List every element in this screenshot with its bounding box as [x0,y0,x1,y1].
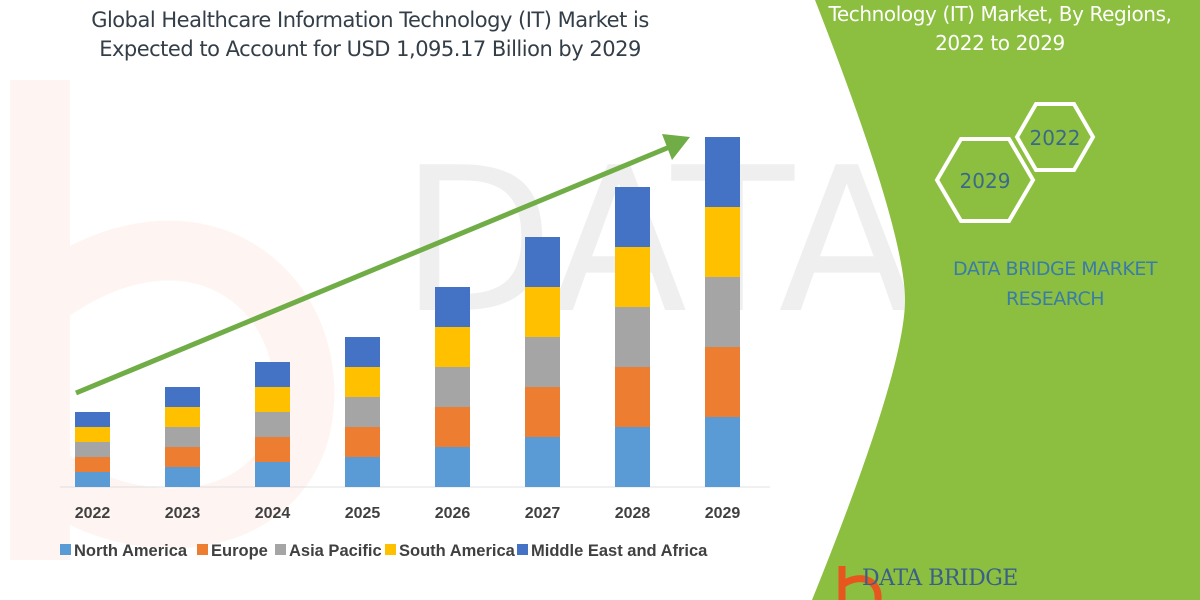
legend-swatch [385,544,396,555]
bar-segment-2023-asia-pacific [165,427,200,447]
hexagon-2029-label: 2029 [960,169,1011,193]
bar-segment-2028-europe [615,367,650,427]
bar-segment-2024-europe [255,437,290,462]
legend-label: North America [74,542,188,560]
side-title: Technology (IT) Market, By Regions, 2022… [800,0,1200,58]
bar-segment-2025-asia-pacific [345,397,380,427]
bar-segment-2029-south-america [705,207,740,277]
legend-label: Europe [211,542,268,560]
bar-segment-2028-asia-pacific [615,307,650,367]
bar-segment-2023-europe [165,447,200,467]
bar-segment-2026-middle-east-and-africa [435,287,470,327]
green-side-panel [812,0,1200,600]
brand-line-1: DATA BRIDGE MARKET [953,258,1157,280]
title-line-1: Global Healthcare Information Technology… [91,8,649,32]
bar-segment-2028-south-america [615,247,650,307]
hexagon-2022 [1014,102,1096,172]
x-tick-label: 2029 [705,505,741,522]
bar-segment-2024-south-america [255,387,290,412]
bar-segment-2027-middle-east-and-africa [525,237,560,287]
bar-segment-2028-middle-east-and-africa [615,187,650,247]
side-title-line-1: Technology (IT) Market, By Regions, [828,2,1172,26]
bar-segment-2022-south-america [75,427,110,442]
bar-segment-2025-europe [345,427,380,457]
bar-segment-2025-south-america [345,367,380,397]
x-tick-label: 2026 [435,505,471,522]
x-tick-label: 2022 [75,505,111,522]
trend-arrow [75,134,690,396]
side-title-line-2: 2022 to 2029 [935,31,1065,55]
x-tick-label: 2024 [255,505,291,522]
x-tick-label: 2023 [165,505,201,522]
logo-icon [838,566,882,600]
bar-segment-2024-north-america [255,462,290,487]
legend-swatch [197,544,208,555]
bar-segment-2023-middle-east-and-africa [165,387,200,407]
legend-label: Middle East and Africa [531,542,708,560]
hexagon-2022-label: 2022 [1030,126,1081,150]
x-tick-label: 2027 [525,505,561,522]
bar-segment-2022-asia-pacific [75,442,110,457]
bar-segment-2029-north-america [705,417,740,487]
brand-name: DATA BRIDGE MARKET RESEARCH [920,254,1190,314]
bar-segment-2023-north-america [165,467,200,487]
x-axis-labels: 2022 2023 2024 2025 2026 2027 2028 2029 [75,505,741,522]
hexagon-2029 [934,137,1036,223]
x-tick-label: 2025 [345,505,381,522]
bars [75,137,740,487]
bar-segment-2022-north-america [75,472,110,487]
bar-segment-2027-north-america [525,437,560,487]
bar-segment-2026-north-america [435,447,470,487]
legend-label: South America [399,542,516,560]
bar-segment-2022-middle-east-and-africa [75,412,110,427]
brand-line-2: RESEARCH [1005,288,1105,310]
legend-label: Asia Pacific [289,542,382,560]
bar-segment-2023-south-america [165,407,200,427]
bar-segment-2024-asia-pacific [255,412,290,437]
chart-title: Global Healthcare Information Technology… [40,6,700,64]
bar-segment-2025-north-america [345,457,380,487]
bar-segment-2026-south-america [435,327,470,367]
legend-swatch [517,544,528,555]
bar-segment-2028-north-america [615,427,650,487]
bar-segment-2027-south-america [525,287,560,337]
legend-swatch [275,544,286,555]
bar-segment-2029-middle-east-and-africa [705,137,740,207]
logo-text: DATA BRIDGE [862,566,1018,591]
x-tick-label: 2028 [615,505,651,522]
bar-segment-2026-europe [435,407,470,447]
title-line-2: Expected to Account for USD 1,095.17 Bil… [99,37,641,61]
bar-segment-2024-middle-east-and-africa [255,362,290,387]
bar-segment-2029-asia-pacific [705,277,740,347]
bar-segment-2029-europe [705,347,740,417]
bar-segment-2027-europe [525,387,560,437]
bar-segment-2026-asia-pacific [435,367,470,407]
legend: North America Europe Asia Pacific South Ame… [60,542,708,560]
bar-segment-2025-middle-east-and-africa [345,337,380,367]
bar-segment-2022-europe [75,457,110,472]
bar-segment-2027-asia-pacific [525,337,560,387]
legend-swatch [60,544,71,555]
